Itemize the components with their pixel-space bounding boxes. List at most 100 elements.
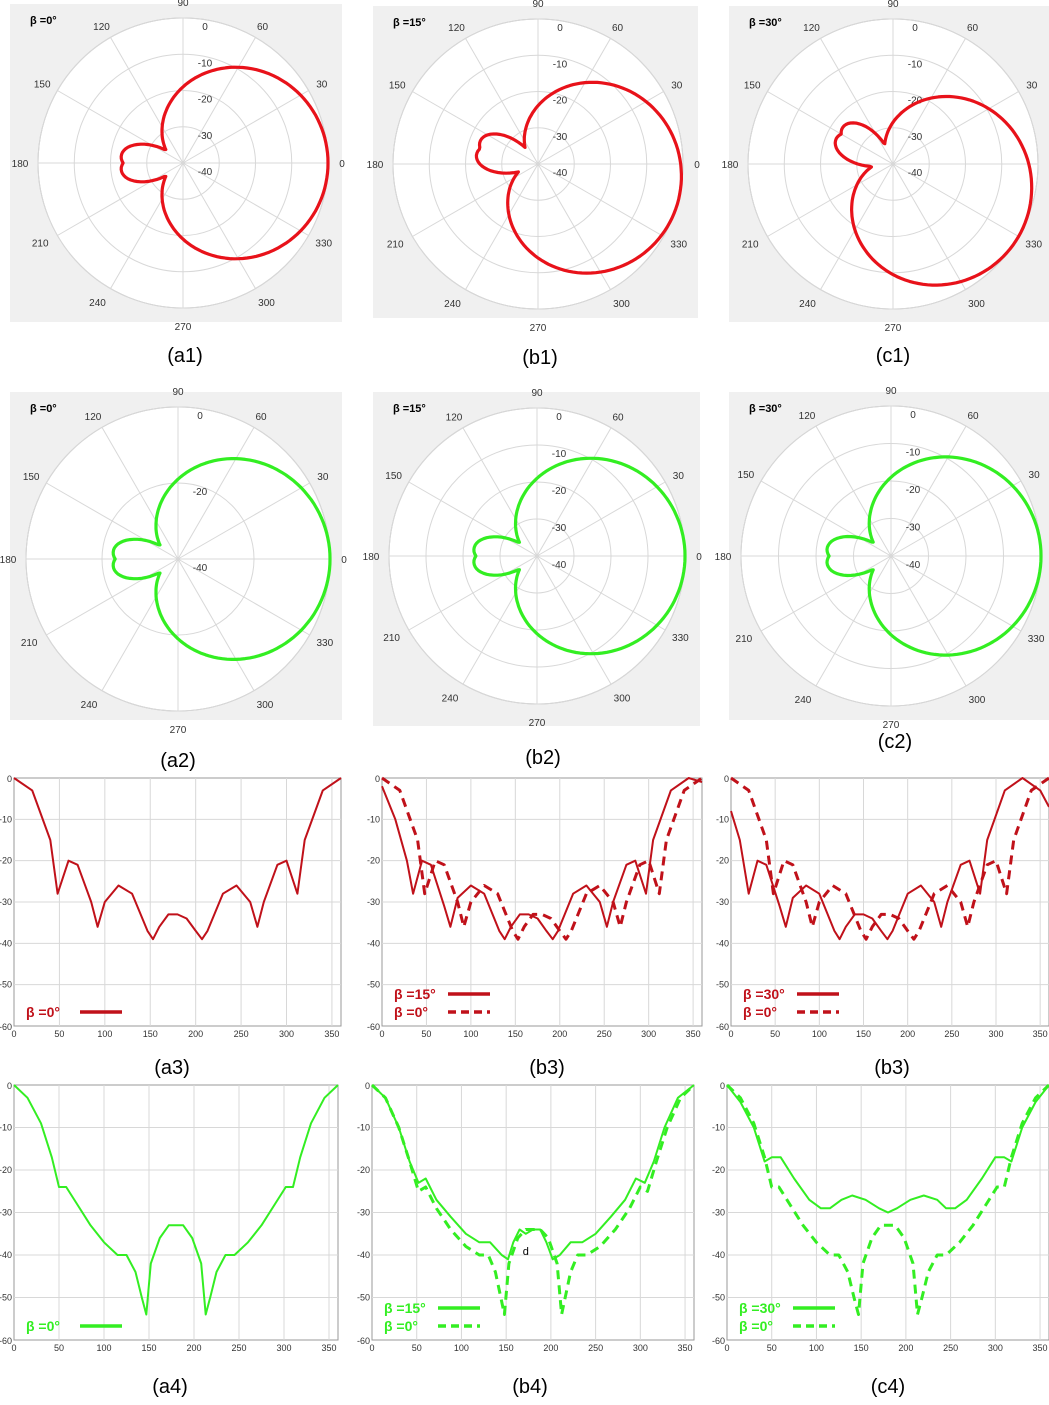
series-line-b4-0	[371, 1084, 695, 1261]
polar-radial-label-c1: -30	[908, 132, 923, 143]
polar-angle-label-b2: 330	[672, 633, 689, 644]
polar-radial-label-c2: -30	[906, 523, 921, 534]
y-tick-label-b4: 0	[365, 1081, 370, 1091]
x-tick-label-a3: 50	[54, 1029, 64, 1039]
polar-angle-label-c2: 150	[738, 470, 755, 481]
polar-angle-label-c1: 270	[885, 323, 902, 334]
polar-spoke-b1	[465, 163, 539, 290]
x-tick-label-a3: 300	[279, 1029, 294, 1039]
polar-radial-label-b1: 0	[557, 23, 563, 34]
polar-angle-label-b1: 270	[530, 323, 547, 334]
y-tick-label-a4: -20	[0, 1165, 12, 1175]
polar-chart-a2: 0 30 60 90 120 150 180 210 240 270 300 330 0 -20 -40 β …	[0, 387, 347, 736]
x-tick-label-c3: 200	[900, 1029, 915, 1039]
polar-spoke-b2	[536, 555, 612, 685]
caption-c4: (c4)	[871, 1376, 905, 1398]
polar-spoke-b2	[536, 427, 612, 557]
y-tick-label-c4: -30	[712, 1208, 725, 1218]
y-tick-label-a4: -40	[0, 1250, 12, 1260]
polar-angle-label-c2: 30	[1029, 470, 1041, 481]
line-chart-a4: 50 100 150 200 250 300 350-10-20-30-40-500-600…	[0, 1081, 339, 1353]
caption-a2: (a2)	[160, 750, 196, 772]
polar-radial-label-c2: -40	[906, 560, 921, 571]
polar-radial-label-b2: -40	[552, 560, 567, 571]
polar-angle-label-b1: 60	[612, 23, 624, 34]
polar-angle-label-a2: 270	[170, 725, 187, 736]
x-tick-label-c3: 100	[812, 1029, 827, 1039]
x-tick-label-b4: 50	[412, 1343, 422, 1353]
polar-angle-label-b2: 300	[614, 693, 631, 704]
y-tick-label-b4: -50	[357, 1293, 370, 1303]
legend-label-b3-0: β =15°	[394, 986, 436, 1002]
polar-spoke-a1	[57, 162, 184, 236]
polar-angle-label-c1: 90	[887, 0, 899, 10]
polar-angle-label-a1: 120	[93, 22, 110, 33]
polar-angle-label-a2: 0	[341, 555, 347, 566]
y-tick-label-b3: -30	[367, 897, 380, 907]
x-tick-label-c3: 150	[856, 1029, 871, 1039]
polar-angle-label-c1: 330	[1025, 240, 1042, 251]
polar-angle-label-b1: 0	[694, 160, 700, 171]
polar-spoke-c2	[890, 425, 967, 557]
polar-spoke-c1	[820, 38, 894, 165]
polar-radial-label-b2: -10	[552, 449, 567, 460]
polar-radial-label-c2: 0	[910, 410, 916, 421]
x-tick-label-b4: 0	[369, 1343, 374, 1353]
polar-spoke-c1	[892, 91, 1019, 165]
legend-label-c3-0: β =30°	[743, 986, 785, 1002]
polar-angle-label-b1: 90	[532, 0, 544, 10]
polar-spoke-c1	[820, 163, 894, 290]
line-chart-c3: 50 100 150 200 250 300 350-10-20-30-40-500-600…	[716, 774, 1049, 1039]
y-tick-label-c3: -10	[716, 814, 729, 824]
figure-panels: 03060901201501802102402703003300-10-20-3…	[0, 0, 1049, 1353]
polar-angle-label-b2: 90	[531, 388, 543, 399]
polar-angle-label-c2: 330	[1028, 634, 1045, 645]
polar-angle-label-b2: 30	[673, 471, 685, 482]
polar-radial-label-b2: -20	[552, 486, 567, 497]
polar-radial-label-a1: -20	[198, 95, 213, 106]
y-tick-label-b3: -10	[367, 814, 380, 824]
y-tick-label-a4: 0	[7, 1081, 12, 1091]
x-tick-label-b3: 50	[421, 1029, 431, 1039]
polar-angle-label-a2: 150	[23, 472, 40, 483]
y-tick-label-b4: -30	[357, 1208, 370, 1218]
polar-spoke-a1	[110, 37, 184, 164]
polar-spoke-c1	[892, 38, 966, 165]
polar-chart-b2: 0 30 60 90 120 150 180 210 240 270 300 330 0 -10 -20 -3…	[363, 388, 703, 729]
polar-radial-label-b2: 0	[556, 412, 562, 423]
x-tick-label-a4: 350	[321, 1343, 336, 1353]
polar-radial-label-c1: 0	[912, 23, 918, 34]
polar-spoke-b1	[537, 163, 611, 290]
polar-angle-label-b2: 60	[612, 413, 624, 424]
y-tick-label-c4: -40	[712, 1250, 725, 1260]
polar-spoke-c1	[767, 91, 894, 165]
polar-spoke-b1	[537, 38, 611, 165]
polar-angle-label-b1: 30	[671, 81, 683, 92]
polar-spoke-c2	[760, 480, 892, 557]
legend-label-a3-0: β =0°	[26, 1004, 60, 1020]
polar-angle-label-c2: 270	[883, 720, 900, 731]
polar-spoke-c2	[890, 555, 967, 687]
caption-b3: (b3)	[529, 1057, 565, 1079]
polar-spoke-b2	[408, 481, 538, 557]
polar-spoke-b2	[536, 481, 666, 557]
series-line-a4-0	[13, 1084, 339, 1316]
polar-angle-label-a2: 90	[172, 387, 184, 398]
x-tick-label-c4: 300	[988, 1343, 1003, 1353]
polar-angle-label-a2: 120	[85, 412, 102, 423]
polar-spoke-c1	[892, 163, 966, 290]
x-tick-label-b3: 350	[686, 1029, 701, 1039]
polar-angle-label-c2: 240	[795, 695, 812, 706]
polar-angle-label-c1: 210	[742, 240, 759, 251]
polar-radial-label-b1: -20	[553, 96, 568, 107]
polar-pattern-a2	[111, 457, 332, 661]
legend-label-c4-0: β =30°	[739, 1300, 781, 1316]
series-line-a3-0	[13, 777, 342, 941]
polar-spoke-a1	[182, 162, 256, 289]
y-tick-label-a4: -10	[0, 1123, 12, 1133]
x-tick-label-c4: 350	[1033, 1343, 1048, 1353]
line-chart-a3: 50 100 150 200 250 300 350-10-20-30-40-500-600…	[0, 774, 342, 1039]
x-tick-label-b4: 150	[499, 1343, 514, 1353]
polar-spoke-c2	[815, 555, 892, 687]
